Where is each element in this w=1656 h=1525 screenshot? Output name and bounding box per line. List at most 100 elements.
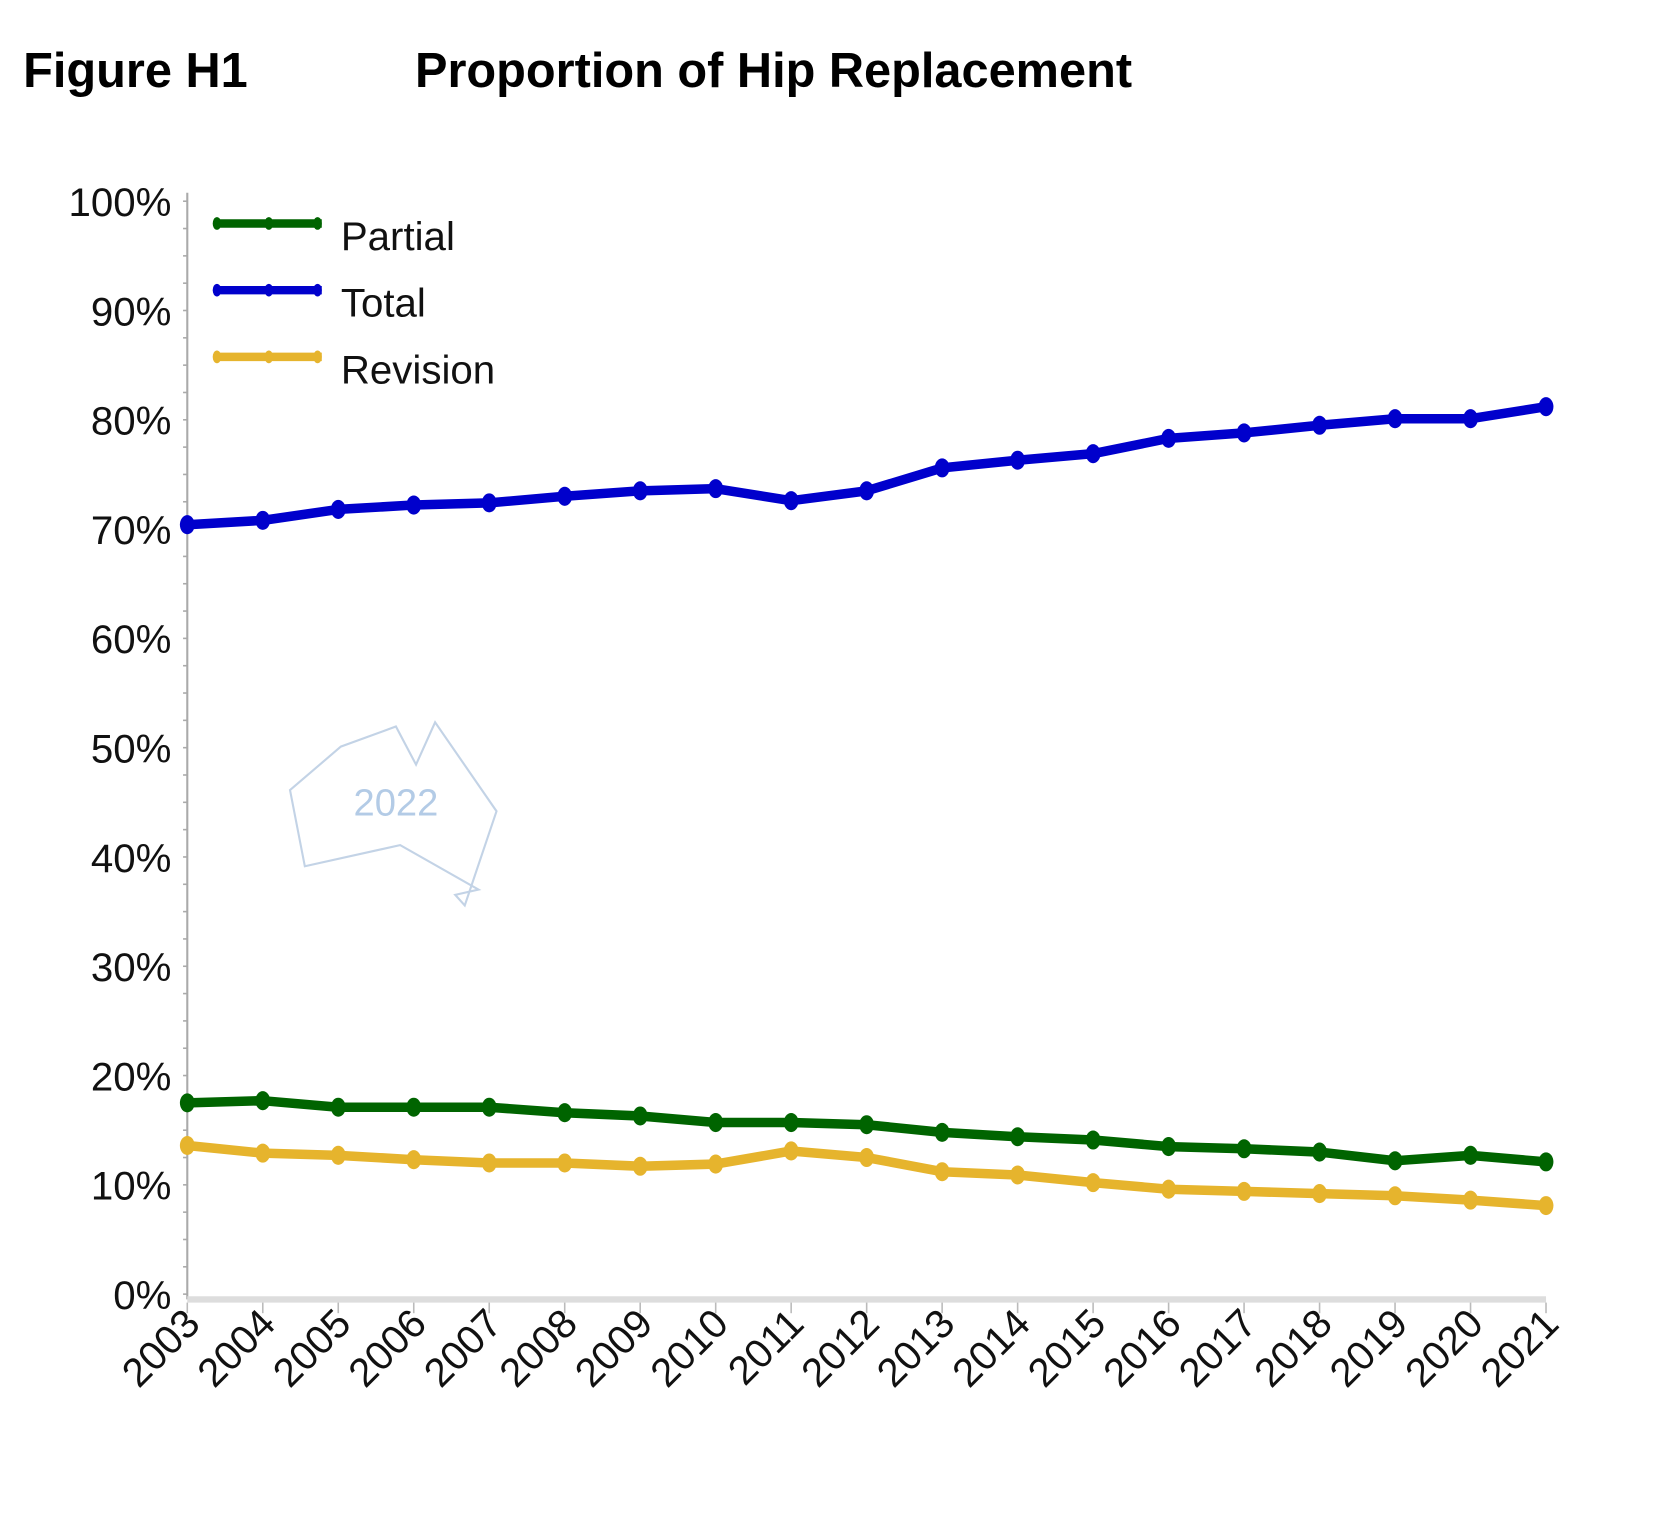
revision-point — [481, 1153, 497, 1173]
revision-point — [1236, 1181, 1252, 1201]
x-tick-label: 2017 — [1170, 1300, 1265, 1395]
revision-point — [255, 1143, 271, 1163]
chart-title: Proportion of Hip Replacement — [415, 44, 1132, 98]
total-point — [708, 479, 724, 499]
partial-point — [1236, 1139, 1252, 1159]
x-tick-label: 2013 — [868, 1300, 963, 1395]
legend-marker — [264, 350, 274, 364]
x-tick-label: 2009 — [566, 1300, 661, 1395]
y-tick-label: 40% — [91, 836, 172, 881]
partial-point — [406, 1097, 422, 1117]
legend-label: Revision — [341, 347, 495, 392]
revision-point — [1085, 1173, 1101, 1193]
partial-point — [934, 1122, 950, 1142]
legend-item-partial: Partial — [212, 214, 455, 259]
figure-label: Figure H1 — [23, 44, 248, 98]
x-tick-label: 2004 — [189, 1300, 284, 1395]
total-point — [1236, 423, 1252, 443]
revision-point — [783, 1141, 799, 1161]
total-point — [330, 499, 346, 519]
partial-point — [708, 1113, 724, 1133]
y-tick-label: 0% — [113, 1273, 171, 1318]
revision-point — [859, 1147, 875, 1168]
legend-label: Partial — [341, 214, 455, 259]
total-point — [1387, 409, 1403, 429]
x-tick-label: 2007 — [415, 1300, 510, 1395]
x-tick-label: 2015 — [1019, 1300, 1114, 1395]
partial-point — [1538, 1152, 1554, 1172]
revision-point — [179, 1135, 195, 1156]
revision-point — [330, 1145, 346, 1165]
revision-point — [557, 1153, 573, 1173]
legend-marker — [264, 283, 274, 297]
x-tick-label: 2016 — [1095, 1300, 1190, 1395]
y-tick-label: 70% — [91, 508, 172, 553]
partial-point — [859, 1115, 875, 1135]
y-tick-label: 100% — [68, 180, 171, 225]
total-point — [557, 486, 573, 506]
partial-point — [1387, 1151, 1403, 1171]
total-point — [1085, 444, 1101, 464]
australia-watermark: 2022 — [288, 720, 498, 908]
revision-point — [1312, 1184, 1327, 1204]
legend-marker — [212, 283, 222, 297]
y-tick-label: 80% — [91, 399, 172, 444]
total-point — [632, 481, 648, 501]
x-tick-label: 2008 — [491, 1300, 586, 1395]
partial-point — [1312, 1142, 1327, 1162]
y-tick-label: 50% — [91, 727, 172, 772]
revision-point — [406, 1150, 422, 1170]
revision-point — [1010, 1165, 1026, 1185]
partial-point — [481, 1097, 497, 1117]
total-point — [1538, 397, 1554, 417]
total-point — [1161, 428, 1177, 448]
revision-point — [1463, 1190, 1478, 1210]
series-total — [179, 397, 1554, 535]
total-point — [783, 491, 799, 511]
partial-point — [179, 1093, 195, 1113]
x-tick-label: 2012 — [793, 1300, 888, 1395]
series-partial — [179, 1091, 1554, 1172]
legend-marker — [212, 217, 222, 230]
partial-point — [1085, 1130, 1101, 1150]
total-point — [255, 510, 271, 530]
revision-point — [1538, 1196, 1554, 1216]
legend-label: Total — [341, 281, 426, 326]
partial-point — [330, 1097, 346, 1117]
revision-point — [1387, 1186, 1403, 1206]
partial-point — [255, 1091, 271, 1111]
x-tick-label: 2006 — [340, 1300, 435, 1395]
y-tick-label: 30% — [91, 945, 172, 990]
partial-point — [783, 1113, 799, 1133]
total-point — [179, 515, 195, 535]
legend-marker — [313, 217, 322, 230]
total-point — [1463, 409, 1478, 429]
total-point — [481, 493, 497, 513]
y-tick-label: 90% — [91, 289, 172, 334]
x-tick-label: 2021 — [1472, 1300, 1567, 1395]
x-tick-label: 2005 — [264, 1300, 359, 1395]
legend-marker — [264, 217, 274, 230]
x-tick-label: 2010 — [642, 1300, 737, 1395]
revision-point — [934, 1162, 950, 1182]
y-tick-label: 20% — [91, 1054, 172, 1099]
legend-marker — [212, 350, 222, 364]
x-tick-label: 2020 — [1397, 1300, 1492, 1395]
watermark-year: 2022 — [354, 781, 439, 824]
y-tick-label: 10% — [91, 1164, 172, 1209]
partial-point — [557, 1103, 573, 1123]
total-point — [406, 495, 422, 515]
total-line — [187, 401, 1547, 530]
x-tick-label: 2011 — [719, 1300, 812, 1393]
total-point — [1010, 450, 1026, 470]
revision-point — [1161, 1179, 1177, 1199]
partial-point — [1010, 1127, 1026, 1147]
total-point — [1312, 415, 1327, 435]
partial-point — [1463, 1145, 1478, 1165]
partial-point — [632, 1106, 648, 1126]
x-tick-label: 2018 — [1246, 1300, 1341, 1395]
total-point — [934, 458, 950, 478]
legend-marker — [313, 283, 322, 297]
x-tick-label: 2019 — [1321, 1300, 1416, 1395]
